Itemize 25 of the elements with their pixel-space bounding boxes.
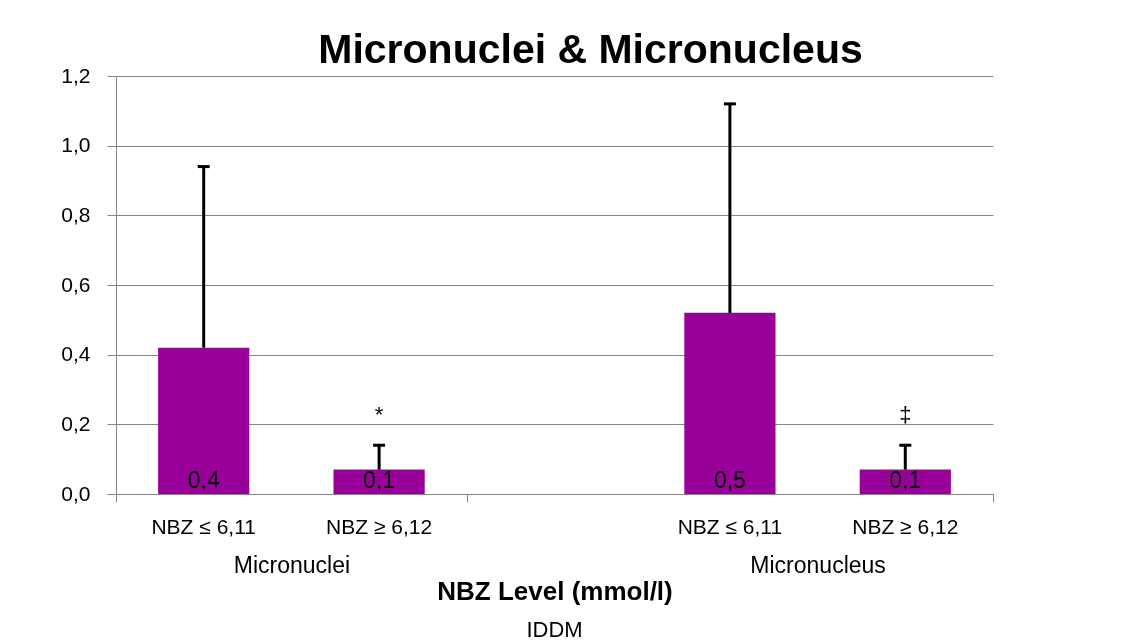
series-label: NBZ ≤ 6,11 — [677, 515, 783, 538]
y-tick-label: 1,2 — [61, 63, 91, 87]
text: NBZ ≥ 6,12 — [852, 515, 959, 538]
y-tick-label: 0,8 — [61, 202, 91, 226]
y-tick-label: 0,2 — [61, 411, 91, 435]
bar — [158, 347, 250, 494]
annotation: * — [374, 402, 384, 428]
y-tick-label: 0,6 — [61, 272, 91, 296]
x-axis-title: NBZ Level (mmol/l) — [437, 575, 673, 606]
text: IDDM — [526, 617, 583, 642]
text: NBZ ≤ 6,11 — [151, 515, 256, 538]
data-label: 0,4 — [187, 467, 220, 493]
y-tick-label: 1,0 — [61, 133, 91, 157]
bar — [684, 312, 776, 494]
data-label: 0,1 — [889, 467, 922, 493]
series-label: NBZ ≥ 6,12 — [326, 515, 433, 538]
y-tick-label: 0,0 — [61, 481, 91, 505]
annotation: ‡ — [899, 402, 912, 428]
x-tick-label: Micronucleus — [750, 551, 886, 578]
chart-title: Micronuclei & Micronucleus — [318, 26, 863, 72]
bar — [333, 469, 425, 494]
y-tick-label: 0,4 — [61, 342, 91, 366]
data-label: 0,1 — [363, 467, 396, 493]
x-tick-label: Micronuclei — [233, 551, 351, 578]
data-label: 0,5 — [713, 467, 746, 493]
